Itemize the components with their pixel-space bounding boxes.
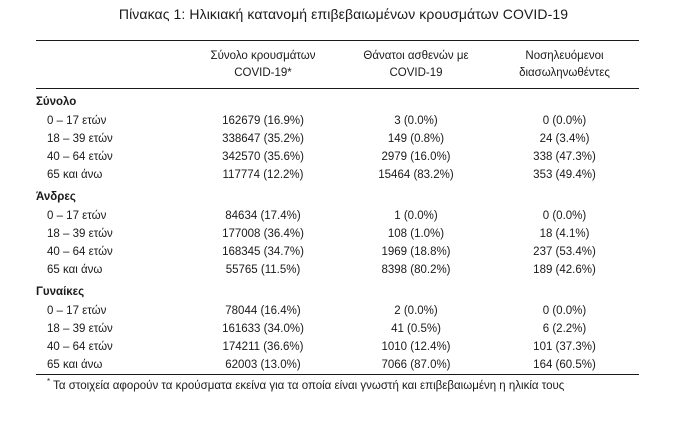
deaths-cell: 15464 (83.2%) bbox=[378, 169, 454, 181]
group-row-total: Σύνολο bbox=[36, 92, 639, 112]
intubated-cell: 353 (49.4%) bbox=[533, 169, 596, 181]
intubated-cell: 237 (53.4%) bbox=[533, 246, 596, 258]
cases-cell: 78044 (16.4%) bbox=[225, 305, 301, 317]
table-row: 18 – 39 ετών 177008 (36.4%) 108 (1.0%) 1… bbox=[36, 225, 639, 243]
cases-cell: 84634 (17.4%) bbox=[225, 210, 301, 222]
age-cell: 18 – 39 ετών bbox=[47, 323, 113, 335]
cases-cell: 168345 (34.7%) bbox=[222, 246, 304, 258]
cases-cell: 177008 (36.4%) bbox=[222, 228, 304, 240]
header-total-cases-line-1: Σύνολο κρουσμάτων bbox=[210, 50, 316, 62]
age-cell: 40 – 64 ετών bbox=[47, 246, 113, 258]
age-cell: 18 – 39 ετών bbox=[47, 228, 113, 240]
header-age-group bbox=[36, 41, 184, 89]
header-total-cases: Σύνολο κρουσμάτων COVID-19* bbox=[184, 41, 342, 89]
intubated-cell: 18 (4.1%) bbox=[539, 228, 590, 240]
age-distribution-table-container: Σύνολο κρουσμάτων COVID-19* Θάνατοι ασθε… bbox=[36, 40, 639, 375]
table-row: 65 και άνω 55765 (11.5%) 8398 (80.2%) 18… bbox=[36, 261, 639, 279]
deaths-cell: 1010 (12.4%) bbox=[381, 341, 451, 353]
table-row: 18 – 39 ετών 161633 (34.0%) 41 (0.5%) 6 … bbox=[36, 320, 639, 338]
table-row: 40 – 64 ετών 168345 (34.7%) 1969 (18.8%)… bbox=[36, 243, 639, 261]
table-header-row: Σύνολο κρουσμάτων COVID-19* Θάνατοι ασθε… bbox=[36, 41, 639, 89]
deaths-cell: 149 (0.8%) bbox=[387, 133, 445, 145]
deaths-cell: 1 (0.0%) bbox=[394, 210, 438, 222]
cases-cell: 55765 (11.5%) bbox=[225, 264, 301, 276]
deaths-cell: 8398 (80.2%) bbox=[381, 264, 451, 276]
cases-cell: 62003 (13.0%) bbox=[225, 359, 301, 371]
age-cell: 65 και άνω bbox=[47, 359, 103, 371]
cases-cell: 338647 (35.2%) bbox=[222, 133, 304, 145]
table-row: 0 – 17 ετών 78044 (16.4%) 2 (0.0%) 0 (0.… bbox=[36, 302, 639, 320]
deaths-cell: 41 (0.5%) bbox=[391, 323, 441, 335]
age-cell: 40 – 64 ετών bbox=[47, 151, 113, 163]
deaths-cell: 3 (0.0%) bbox=[394, 115, 438, 127]
footnote-marker: * bbox=[47, 377, 51, 386]
deaths-cell: 108 (1.0%) bbox=[387, 228, 445, 240]
group-label: Σύνολο bbox=[36, 96, 77, 108]
table-row: 65 και άνω 62003 (13.0%) 7066 (87.0%) 16… bbox=[36, 356, 639, 374]
age-cell: 18 – 39 ετών bbox=[47, 133, 113, 145]
footnote: * Τα στοιχεία αφορούν τα κρούσματα εκείνα… bbox=[47, 377, 564, 392]
cases-cell: 117774 (12.2%) bbox=[222, 169, 304, 181]
header-deaths-line-1: Θάνατοι ασθενών με bbox=[363, 50, 469, 62]
age-cell: 0 – 17 ετών bbox=[47, 210, 107, 222]
header-total-cases-line-2: COVID-19* bbox=[234, 67, 292, 79]
group-label: Άνδρες bbox=[36, 191, 76, 203]
group-row-women: Γυναίκες bbox=[36, 282, 639, 302]
intubated-cell: 0 (0.0%) bbox=[542, 210, 587, 222]
group-row-men: Άνδρες bbox=[36, 187, 639, 207]
cases-cell: 174211 (36.6%) bbox=[222, 341, 304, 353]
intubated-cell: 0 (0.0%) bbox=[542, 115, 587, 127]
age-distribution-table: Σύνολο κρουσμάτων COVID-19* Θάνατοι ασθε… bbox=[36, 41, 639, 374]
table-bottom-rule bbox=[36, 374, 639, 375]
age-cell: 40 – 64 ετών bbox=[47, 341, 113, 353]
cases-cell: 162679 (16.9%) bbox=[222, 115, 304, 127]
table-row: 65 και άνω 117774 (12.2%) 15464 (83.2%) … bbox=[36, 166, 639, 184]
header-intubated: Νοσηλευόμενοι διασωληνωθέντες bbox=[490, 41, 639, 89]
deaths-cell: 2979 (16.0%) bbox=[381, 151, 451, 163]
table-row: 0 – 17 ετών 162679 (16.9%) 3 (0.0%) 0 (0… bbox=[36, 112, 639, 130]
intubated-cell: 6 (2.2%) bbox=[542, 323, 587, 335]
cases-cell: 161633 (34.0%) bbox=[222, 323, 304, 335]
table-row: 18 – 39 ετών 338647 (35.2%) 149 (0.8%) 2… bbox=[36, 130, 639, 148]
intubated-cell: 24 (3.4%) bbox=[539, 133, 590, 145]
header-deaths: Θάνατοι ασθενών με COVID-19 bbox=[342, 41, 490, 89]
deaths-cell: 1969 (18.8%) bbox=[381, 246, 451, 258]
table-top-rule bbox=[36, 40, 639, 41]
age-cell: 65 και άνω bbox=[47, 264, 103, 276]
table-row: 0 – 17 ετών 84634 (17.4%) 1 (0.0%) 0 (0.… bbox=[36, 207, 639, 225]
table-row: 40 – 64 ετών 342570 (35.6%) 2979 (16.0%)… bbox=[36, 148, 639, 166]
deaths-cell: 2 (0.0%) bbox=[394, 305, 438, 317]
age-cell: 0 – 17 ετών bbox=[47, 115, 107, 127]
table-row: 40 – 64 ετών 174211 (36.6%) 1010 (12.4%)… bbox=[36, 338, 639, 356]
intubated-cell: 101 (37.3%) bbox=[533, 341, 596, 353]
age-cell: 65 και άνω bbox=[47, 169, 103, 181]
intubated-cell: 338 (47.3%) bbox=[533, 151, 596, 163]
age-cell: 0 – 17 ετών bbox=[47, 305, 107, 317]
intubated-cell: 0 (0.0%) bbox=[542, 305, 587, 317]
header-intubated-line-2: διασωληνωθέντες bbox=[519, 67, 610, 79]
deaths-cell: 7066 (87.0%) bbox=[381, 359, 451, 371]
header-intubated-line-1: Νοσηλευόμενοι bbox=[525, 50, 604, 62]
header-deaths-line-2: COVID-19 bbox=[389, 67, 443, 79]
cases-cell: 342570 (35.6%) bbox=[222, 151, 304, 163]
intubated-cell: 189 (42.6%) bbox=[533, 264, 596, 276]
footnote-text: Τα στοιχεία αφορούν τα κρούσματα εκείνα … bbox=[53, 380, 565, 392]
intubated-cell: 164 (60.5%) bbox=[533, 359, 596, 371]
group-label: Γυναίκες bbox=[36, 286, 85, 298]
table-title: Πίνακας 1: Ηλικιακή κατανομή επιβεβαιωμέ… bbox=[118, 6, 569, 22]
